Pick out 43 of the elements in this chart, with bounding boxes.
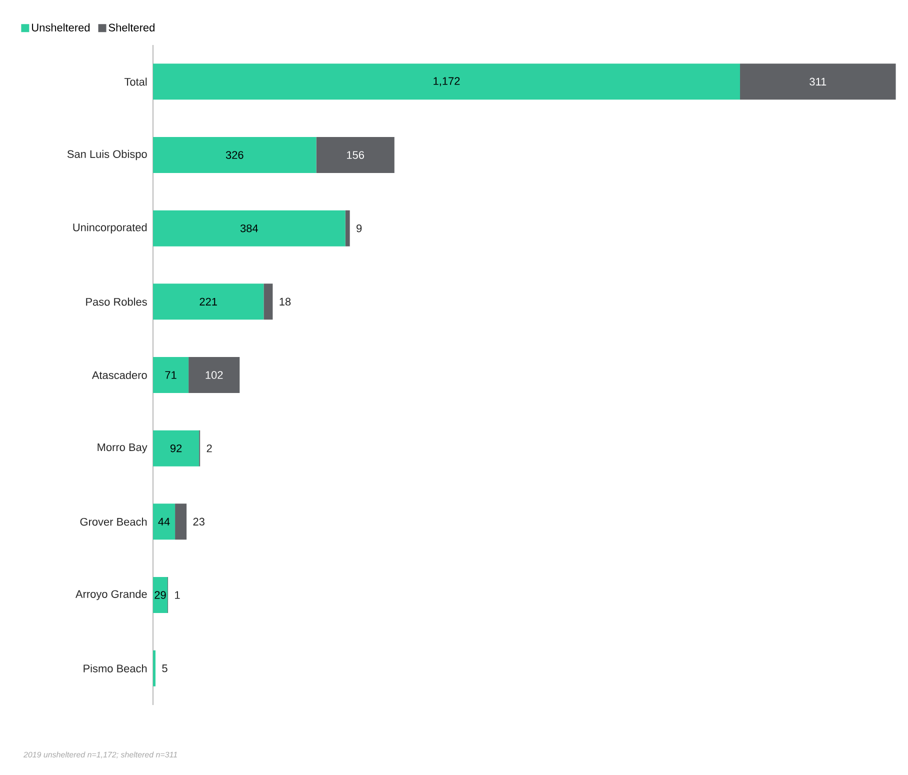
bar <box>153 577 168 614</box>
bar <box>316 137 394 174</box>
bar <box>153 137 316 174</box>
bar <box>153 357 189 394</box>
data-label: 5 <box>162 664 168 672</box>
data-label: 29 <box>154 591 166 599</box>
data-label: 102 <box>206 371 223 379</box>
data-label: 1,172 <box>434 77 460 86</box>
y-tick-label: Paso Robles <box>86 298 147 306</box>
data-label: 1 <box>175 591 180 599</box>
bar <box>740 64 896 100</box>
data-label: 384 <box>240 224 258 232</box>
bar <box>188 357 240 394</box>
bar <box>345 210 350 246</box>
y-tick-label: San Luis Obispo <box>67 150 147 160</box>
y-tick-label: Unincorporated <box>73 223 147 234</box>
data-label: 311 <box>810 78 826 86</box>
legend-label: Sheltered <box>108 23 154 32</box>
legend-label: Unsheltered <box>32 23 90 32</box>
data-label: 326 <box>226 151 244 159</box>
y-tick-label: Grover Beach <box>80 518 147 526</box>
data-label: 9 <box>356 224 362 232</box>
data-label: 2 <box>206 444 212 452</box>
data-label: 23 <box>193 518 204 526</box>
data-label: 221 <box>200 298 217 306</box>
data-label: 92 <box>170 444 182 452</box>
bar <box>153 650 156 686</box>
data-label: 18 <box>280 298 291 306</box>
y-tick-label: Morro Bay <box>98 443 148 454</box>
bar <box>175 504 187 540</box>
bar <box>153 64 740 100</box>
y-tick-label: Atascadero <box>92 370 147 380</box>
data-label: 44 <box>158 518 170 526</box>
y-tick-label: Pismo Beach <box>84 664 147 672</box>
bar <box>153 284 264 320</box>
bar <box>153 504 176 540</box>
y-tick-label: Total <box>124 78 147 86</box>
bar <box>153 210 346 246</box>
data-label: 71 <box>165 371 176 379</box>
bar <box>153 430 200 466</box>
y-tick-label: Arroyo Grande <box>75 590 147 600</box>
bar <box>264 284 273 320</box>
data-label: 156 <box>347 151 364 159</box>
